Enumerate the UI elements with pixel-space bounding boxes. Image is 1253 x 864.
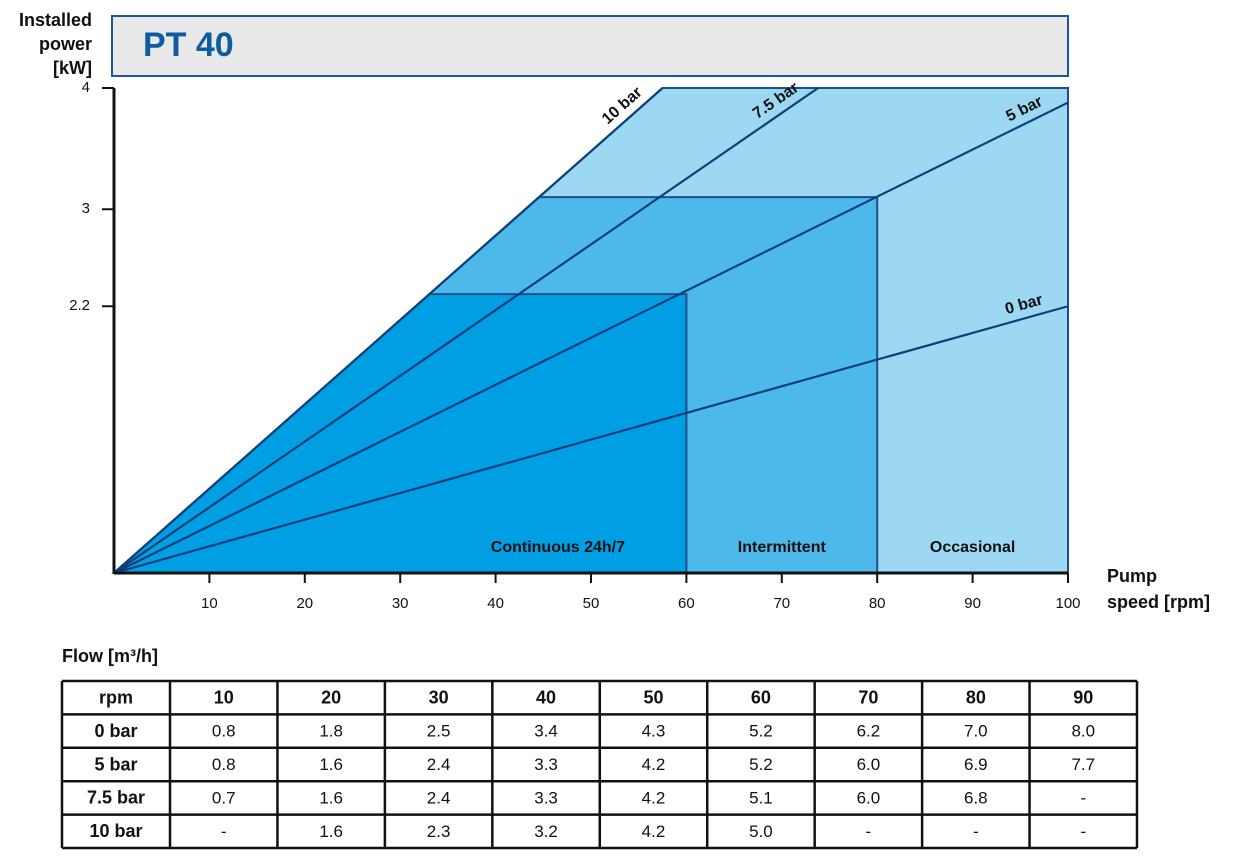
table-header: 50: [643, 687, 663, 707]
x-tick-label: 70: [773, 595, 790, 612]
region-label: Intermittent: [738, 539, 827, 556]
table-header: 10: [214, 687, 234, 707]
table-header: rpm: [99, 687, 133, 707]
x-tick-label: 30: [392, 595, 409, 612]
row-header: 7.5 bar: [87, 788, 145, 808]
table-cell: 5.0: [749, 822, 773, 841]
region-label: Occasional: [930, 539, 1015, 556]
table-header: 60: [751, 687, 771, 707]
table-cell: 7.0: [964, 722, 988, 741]
pressure-line: [113, 101, 1069, 574]
chart-title: PT 40: [143, 26, 234, 64]
x-tick-label: 100: [1055, 595, 1080, 612]
x-tick-label: 90: [964, 595, 981, 612]
y-tick-label: 4: [82, 79, 90, 96]
table-header: 90: [1073, 687, 1093, 707]
table-cell: 8.0: [1071, 722, 1095, 741]
x-tick-label: 50: [583, 595, 600, 612]
table-cell: 2.4: [427, 755, 451, 774]
x-tick-label: 60: [678, 595, 695, 612]
region-label: Continuous 24h/7: [491, 539, 625, 556]
table-cell: 3.4: [534, 722, 558, 741]
x-tick-label: 20: [296, 595, 313, 612]
table-header: 70: [858, 687, 878, 707]
table-cell: 2.3: [427, 822, 451, 841]
title-box: [111, 15, 1069, 77]
table-cell: 6.8: [964, 788, 988, 807]
row-header: 5 bar: [94, 754, 137, 774]
table-cell: 1.8: [319, 722, 343, 741]
pressure-line: [113, 305, 1069, 575]
table-cell: 3.3: [534, 788, 558, 807]
y-tick-label: 2.2: [69, 297, 90, 314]
x-tick-label: 40: [487, 595, 504, 612]
table-cell: 6.0: [857, 788, 881, 807]
table-cell: -: [973, 822, 979, 841]
table-cell: 0.8: [212, 755, 236, 774]
x-axis-title: Pump: [1107, 566, 1157, 586]
table-header: 30: [429, 687, 449, 707]
table-cell: 6.0: [857, 755, 881, 774]
table-header: 80: [966, 687, 986, 707]
table-header: 40: [536, 687, 556, 707]
table-cell: -: [866, 822, 872, 841]
table-caption: Flow [m³/h]: [62, 646, 158, 666]
row-header: 0 bar: [94, 721, 137, 741]
y-tick-label: 3: [82, 200, 90, 217]
table-cell: 5.1: [749, 788, 773, 807]
x-tick-label: 80: [869, 595, 886, 612]
y-axis-title: [kW]: [53, 58, 92, 78]
table-cell: 6.9: [964, 755, 988, 774]
table-cell: -: [1080, 788, 1086, 807]
y-axis-title: power: [39, 34, 92, 54]
x-tick-label: 10: [201, 595, 218, 612]
table-cell: 5.2: [749, 722, 773, 741]
table-cell: 0.7: [212, 788, 236, 807]
table-cell: 4.3: [642, 722, 666, 741]
table-cell: 7.7: [1071, 755, 1095, 774]
table-cell: 1.6: [319, 788, 343, 807]
table-cell: -: [1080, 822, 1086, 841]
table-cell: -: [221, 822, 227, 841]
table-cell: 3.2: [534, 822, 558, 841]
x-axis-title: speed [rpm]: [1107, 592, 1210, 612]
table-header: 20: [321, 687, 341, 707]
table-cell: 4.2: [642, 788, 666, 807]
table-cell: 3.3: [534, 755, 558, 774]
row-header: 10 bar: [89, 821, 142, 841]
table-cell: 2.4: [427, 788, 451, 807]
pressure-line: [113, 87, 664, 574]
y-axis-title: Installed: [19, 10, 92, 30]
table-cell: 4.2: [642, 755, 666, 774]
pressure-line: [113, 87, 819, 574]
table-cell: 2.5: [427, 722, 451, 741]
table-cell: 0.8: [212, 722, 236, 741]
table-cell: 6.2: [857, 722, 881, 741]
table-cell: 1.6: [319, 755, 343, 774]
table-cell: 5.2: [749, 755, 773, 774]
table-cell: 1.6: [319, 822, 343, 841]
table-cell: 4.2: [642, 822, 666, 841]
